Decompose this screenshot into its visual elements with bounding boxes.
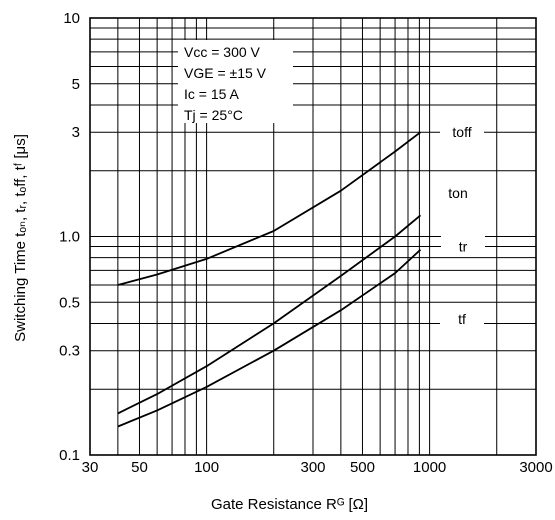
series-label-tf: tf [458, 311, 466, 327]
y-tick-labels: 0.1 0.3 0.5 1.0 3 5 10 [59, 10, 80, 464]
series-line-tr [117, 249, 422, 428]
series-label-bg [436, 182, 480, 203]
x-tick-label: 50 [131, 459, 148, 476]
condition-tj: Tj = 25°C [184, 107, 243, 123]
x-tick-labels: 30 50 100 300 500 1000 3000 [82, 459, 553, 476]
conditions-box: Vcc = 300 V VGE = ±15 V Ic = 15 A Tj = 2… [178, 40, 293, 123]
y-tick-label: 0.1 [59, 447, 80, 464]
condition-ic: Ic = 15 A [184, 86, 240, 102]
x-tick-label: 30 [82, 459, 99, 476]
condition-vcc: Vcc = 300 V [184, 44, 261, 60]
series-layer [117, 131, 422, 428]
x-axis-label: Gate Resistance Rᴳ [Ω] [0, 496, 555, 513]
series-label-tr: tr [459, 238, 468, 254]
y-tick-label: 10 [63, 10, 80, 27]
series-label-toff: toff [452, 124, 471, 140]
x-tick-label: 300 [300, 459, 325, 476]
x-tick-label: 1000 [413, 459, 446, 476]
x-tick-label: 500 [350, 459, 375, 476]
x-tick-label: 100 [194, 459, 219, 476]
series-label-ton: ton [448, 185, 467, 201]
x-tick-label: 3000 [519, 459, 552, 476]
series-label-bg [440, 121, 484, 142]
y-tick-label: 5 [72, 76, 80, 93]
y-tick-label: 0.5 [59, 294, 80, 311]
series-label-bg [441, 235, 485, 256]
y-axis-label-text: Switching Time tₒₙ, tᵣ, tₒff, tᶠ [μs] [12, 134, 29, 342]
x-axis-label-text: Gate Resistance Rᴳ [Ω] [210, 496, 369, 513]
series-label-bg [440, 307, 484, 328]
y-tick-label: 3 [72, 124, 80, 141]
y-axis-label: Switching Time tₒₙ, tᵣ, tₒff, tᶠ [μs] [5, 0, 35, 520]
condition-vge: VGE = ±15 V [184, 65, 267, 81]
y-tick-label: 1.0 [59, 229, 80, 246]
series-labels: toff ton tr tf [436, 121, 485, 328]
series-line-toff [117, 131, 422, 286]
plot-frame [89, 17, 537, 456]
series-line-ton [117, 214, 422, 415]
y-tick-label: 0.3 [59, 343, 80, 360]
